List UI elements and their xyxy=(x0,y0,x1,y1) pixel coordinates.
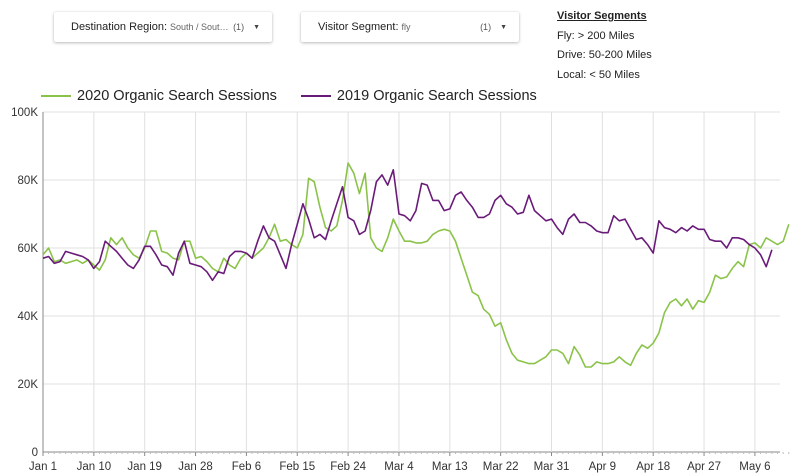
dropdown-caret-icon: ▼ xyxy=(253,23,260,31)
legend-label-2020: 2020 Organic Search Sessions xyxy=(77,88,277,104)
x-tick-label: Jan 28 xyxy=(178,461,213,473)
visitor-segments-title: Visitor Segments xyxy=(557,10,647,22)
x-tick-label: Jan 10 xyxy=(77,461,112,473)
x-tick-label: Feb 24 xyxy=(330,461,366,473)
legend-swatch-2020 xyxy=(41,95,71,97)
visitor-segment-count: (1) xyxy=(480,22,492,32)
x-tick-label: Apr 27 xyxy=(687,461,721,473)
y-tick-label: 80K xyxy=(18,175,39,187)
x-tick-label: Mar 31 xyxy=(534,461,570,473)
x-tick-label: Jan 1 xyxy=(29,461,57,473)
visitor-segment-filter[interactable]: Visitor Segment: fly (1) ▼ xyxy=(301,12,519,42)
visitor-segment-value: fly xyxy=(401,22,411,32)
chart-legend: 2020 Organic Search Sessions 2019 Organi… xyxy=(41,88,561,104)
y-tick-label: 20K xyxy=(18,379,39,391)
x-tick-label: Apr 18 xyxy=(636,461,670,473)
segment-line-fly: Fly: > 200 Miles xyxy=(557,29,635,42)
y-tick-label: 40K xyxy=(18,311,39,323)
visitor-segment-label: Visitor Segment: xyxy=(318,21,399,33)
legend-label-2019: 2019 Organic Search Sessions xyxy=(336,88,537,104)
series-line-2020 xyxy=(42,162,790,368)
x-tick-label: Mar 13 xyxy=(432,461,468,473)
destination-region-count: (1) xyxy=(233,22,245,32)
y-tick-label: 100K xyxy=(11,107,38,119)
x-tick-label: Apr 9 xyxy=(589,461,617,473)
legend-item-2019[interactable]: 2019 Organic Search Sessions xyxy=(300,88,537,104)
segment-line-local: Local: < 50 Miles xyxy=(557,68,640,81)
segment-line-drive: Drive: 50-200 Miles xyxy=(557,49,652,61)
x-tick-label: Feb 15 xyxy=(279,461,315,473)
x-tick-label: Jan 19 xyxy=(127,461,162,473)
series-line-2019 xyxy=(42,169,773,282)
destination-region-filter[interactable]: Destination Region: South / Sout… (1) ▼ xyxy=(54,12,272,42)
destination-region-value: South / Sout… xyxy=(170,22,229,32)
x-tick-label: Mar 4 xyxy=(384,461,414,473)
y-tick-label: 0 xyxy=(32,447,38,459)
visitor-segments-legend: Visitor Segments Fly: > 200 Miles Drive:… xyxy=(557,7,652,85)
legend-swatch-2019 xyxy=(300,95,331,97)
destination-region-label: Destination Region: xyxy=(71,21,168,33)
y-tick-label: 60K xyxy=(18,243,39,255)
x-tick-label: Feb 6 xyxy=(232,461,261,473)
x-tick-label: May 6 xyxy=(739,461,770,473)
legend-item-2020[interactable]: 2020 Organic Search Sessions xyxy=(41,88,277,104)
dropdown-caret-icon: ▼ xyxy=(500,23,507,31)
x-tick-label: Mar 22 xyxy=(483,461,519,473)
